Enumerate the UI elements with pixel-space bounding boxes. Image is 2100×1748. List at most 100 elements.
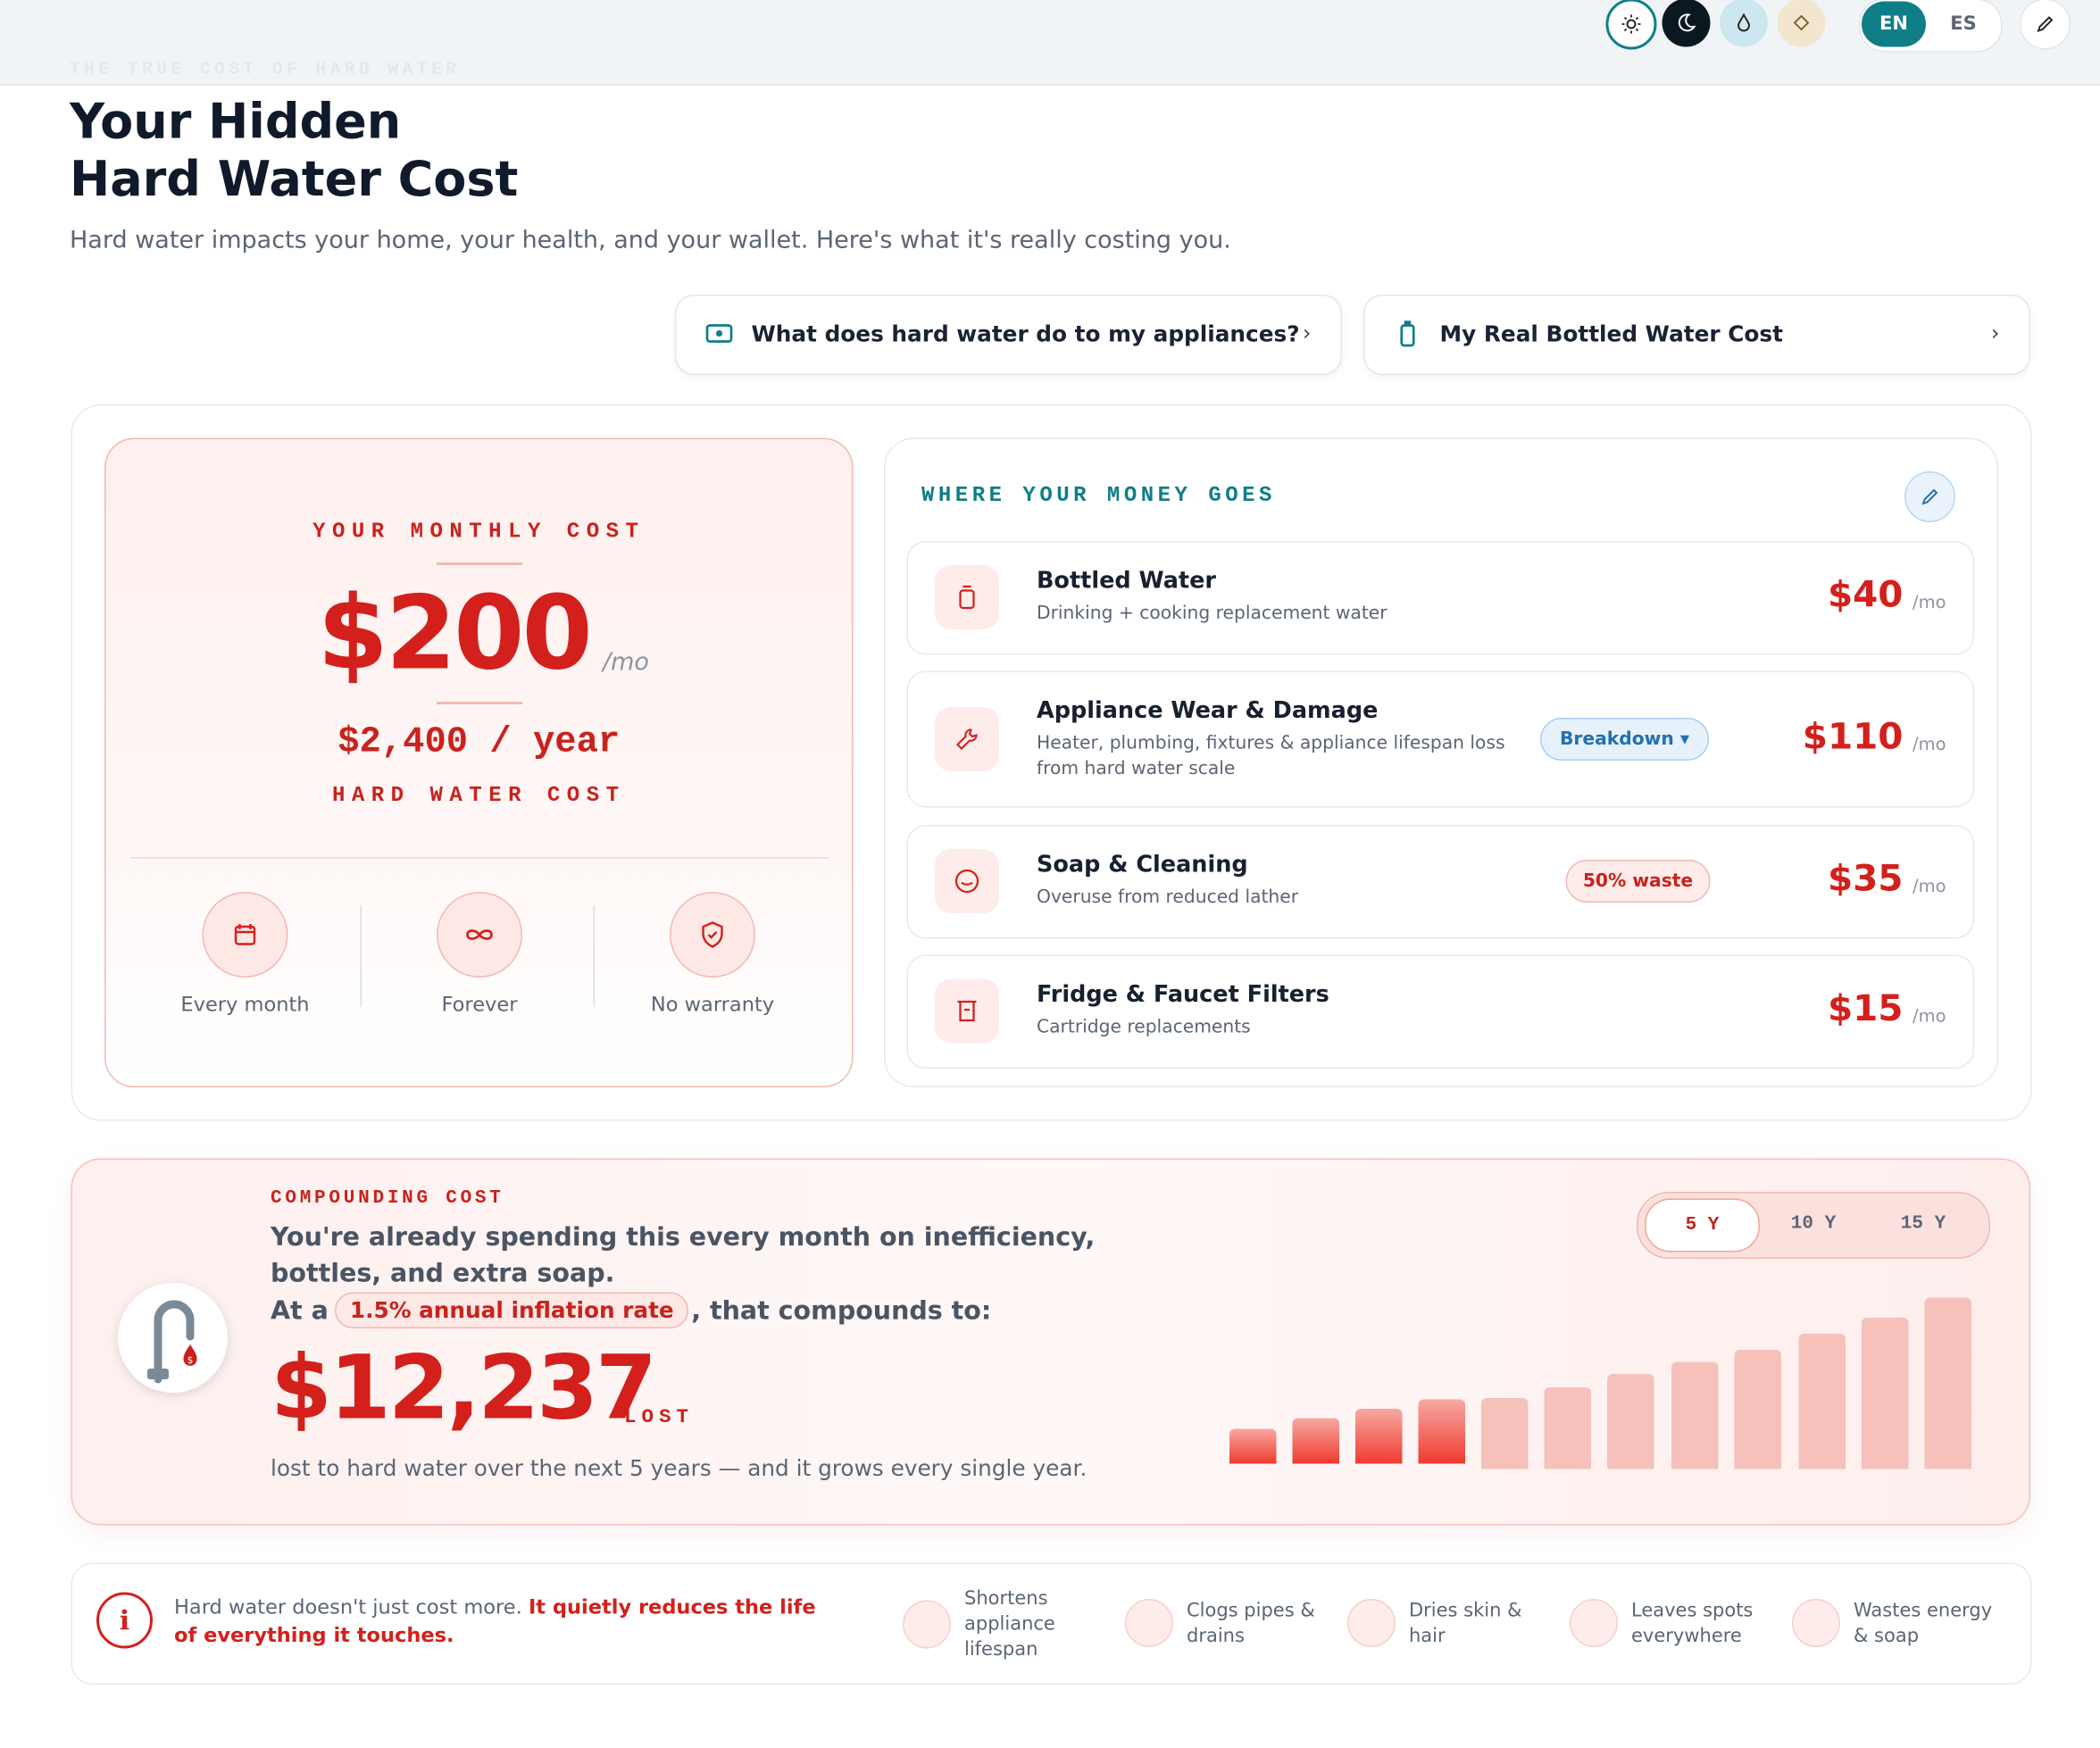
footer-card [71,1562,2032,1685]
inflation-suffix: , that compounds to: [691,1295,992,1326]
year-bar [1798,1334,1846,1469]
title-line: Hard Water Cost [70,153,519,208]
divider [593,905,595,1007]
year-bar [1862,1318,1909,1469]
theme-water-button[interactable] [1720,0,1768,47]
year-bar [1355,1409,1403,1464]
row-desc: Overuse from reduced lather [1037,886,1299,908]
effect: Dries skin & hair [1347,1599,1543,1650]
language-button[interactable]: ES [1950,13,1977,35]
row-icon [935,565,999,629]
row-desc: Heater, plumbing, fixtures & appliance l… [1037,732,1505,780]
compounding-note: lost to hard water over the next 5 years… [271,1455,1088,1482]
effect-text: Leaves spots everywhere [1631,1600,1754,1648]
theme-sand-button[interactable] [1777,0,1826,47]
svg-text:$: $ [188,1355,194,1366]
note-plain: Hard water doesn't just cost more. [174,1594,522,1619]
footer-note: Hard water doesn't just cost more. It qu… [174,1594,844,1650]
year-bar [1734,1350,1781,1469]
effect-icon [1347,1599,1396,1647]
trait-label: Forever [441,992,518,1017]
row-name: Appliance Wear & Damage [1037,697,1379,725]
effect: Shortens appliance lifespan [903,1587,1098,1664]
chevron: › [1302,320,1312,346]
divider [129,857,829,859]
compounding-text: You're already spending this every month… [271,1222,1096,1289]
monthly-cost-card: YOUR MONTHLY COST $200 /mo $2,400 / year… [104,437,854,1087]
link-button[interactable]: My Real Bottled Water Cost › [1363,295,2030,375]
inflation-prefix: At a [271,1295,329,1326]
effect-icon [1570,1599,1618,1647]
title-line: Your Hidden [70,95,402,151]
cost-row: Bottled Water Drinking + cooking replace… [906,541,1974,655]
year-bar [1481,1398,1529,1469]
monthly-amount: $200 [317,573,593,693]
period-button[interactable]: 5 Y [1645,1198,1760,1253]
divider [437,562,522,565]
year-bar [1292,1418,1339,1464]
inflation-line: At a 1.5% annual inflation rate , that c… [271,1292,992,1328]
row-badge: 50% waste [1565,860,1711,903]
edit-breakdown-button[interactable] [1904,471,1955,522]
yearly-amount: $2,400 / year [338,723,621,763]
trait-icon [670,892,755,978]
effect-text: Shortens appliance lifespan [964,1588,1055,1661]
period-button[interactable]: 15 Y [1900,1213,1946,1235]
row-amount: $110 [1802,716,1904,759]
row-amount: $15 [1827,988,1904,1030]
inflation-rate: 1.5% annual inflation rate [335,1292,689,1328]
badge-text: Breakdown [1559,728,1674,750]
breakdown-button[interactable]: Breakdown ▾ [1540,718,1709,761]
row-unit: /mo [1912,593,1946,614]
row-unit: /mo [1912,735,1946,756]
row-amount: $40 [1827,574,1904,617]
row-icon [935,978,999,1044]
effect-icon [1125,1599,1173,1647]
trait-icon [437,892,522,978]
cost-row: Soap & Cleaning Overuse from reduced lat… [906,825,1974,939]
edit-button[interactable] [2020,0,2071,50]
trait-label: Every month [180,992,310,1017]
effect-icon [903,1600,951,1649]
row-icon [935,707,999,771]
row-name: Bottled Water [1037,568,1216,595]
theme-dark-button[interactable] [1662,0,1711,47]
monthly-label: YOUR MONTHLY COST [312,520,646,544]
effect-icon [1792,1599,1840,1647]
link-text: What does hard water do to my appliances… [751,321,1300,347]
link-text: My Real Bottled Water Cost [1439,321,1783,347]
trait-icon [202,892,288,978]
compounding-label: COMPOUNDING COST [271,1187,504,1210]
cost-row: Fridge & Faucet Filters Cartridge replac… [906,954,1974,1069]
note-emphasis: It quietly reduces the life of everythin… [174,1594,816,1648]
row-unit: /mo [1912,1007,1946,1028]
subtitle: Hard water impacts your home, your healt… [70,226,1231,255]
info-icon: i [96,1592,153,1649]
period-button[interactable]: 10 Y [1790,1213,1837,1235]
row-desc: Cartridge replacements [1037,1016,1251,1038]
cost-row: Appliance Wear & Damage Heater, plumbing… [906,670,1974,808]
link-button[interactable]: What does hard water do to my appliances… [675,295,1342,375]
breakdown-title: WHERE YOUR MONEY GOES [921,483,1276,508]
year-bar [1671,1361,1719,1469]
language-button[interactable]: EN [1862,1,1926,47]
chevron: › [1990,320,2000,346]
monthly-unit: /mo [603,648,649,677]
effect-text: Clogs pipes & drains [1187,1600,1315,1648]
faucet-icon: $ [118,1283,228,1393]
year-bar [1544,1387,1591,1469]
year-bar [1229,1428,1277,1464]
effect: Wastes energy & soap [1792,1599,2008,1650]
divider [360,905,362,1007]
amount-suffix: LOST [624,1406,695,1429]
yearly-caption: HARD WATER COST [331,783,626,808]
theme-light-button[interactable] [1605,0,1657,50]
eyebrow: THE TRUE COST OF HARD WATER [70,59,461,79]
effect: Clogs pipes & drains [1125,1599,1334,1650]
effect-text: Dries skin & hair [1409,1600,1522,1648]
effect: Leaves spots everywhere [1570,1599,1765,1650]
row-icon [935,849,999,913]
divider [437,702,522,704]
